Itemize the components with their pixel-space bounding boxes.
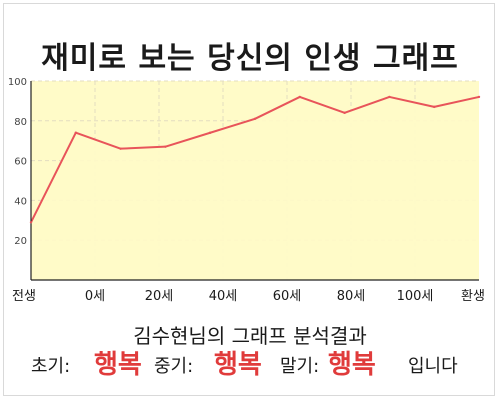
- data-point-1: [74, 131, 78, 134]
- verdict-suffix: 입니다: [408, 356, 458, 377]
- data-point-7: [343, 111, 346, 115]
- data-point-0: [29, 221, 33, 224]
- y-tick-label-3: 80: [14, 117, 27, 128]
- late-label: 말기:: [280, 356, 320, 377]
- data-point-2: [119, 147, 122, 150]
- y-tick-label-2: 60: [14, 157, 27, 168]
- data-point-8: [388, 95, 391, 99]
- verdict-row: 초기: 행복 중기: 행복 말기: 행복 입니다: [0, 346, 500, 382]
- chart-frame: [3, 3, 495, 396]
- x-tick-label-7: 환생: [461, 289, 485, 304]
- data-point-4: [209, 131, 212, 134]
- data-point-9: [433, 105, 436, 109]
- x-tick-label-4: 60세: [273, 289, 302, 304]
- y-tick-label-0: 20: [14, 236, 27, 247]
- data-point-6: [298, 95, 301, 99]
- area-fill: [31, 96, 479, 280]
- mid-value: 행복: [214, 350, 262, 380]
- y-tick-label-1: 40: [14, 196, 27, 207]
- x-tick-label-2: 20세: [145, 289, 174, 304]
- x-tick-label-3: 40세: [209, 289, 238, 304]
- data-point-5: [253, 117, 257, 121]
- early-label: 초기:: [31, 356, 71, 377]
- late-value: 행복: [328, 350, 376, 380]
- x-tick-label-0: 전생: [12, 289, 36, 304]
- x-tick-label-5: 80세: [337, 289, 366, 304]
- y-tick-label-4: 100: [8, 77, 27, 88]
- analysis-caption: 김수현님의 그래프 분석결과: [133, 324, 367, 348]
- early-value: 행복: [94, 350, 142, 380]
- x-tick-label-1: 0세: [85, 289, 105, 304]
- chart-title: 재미로 보는 당신의 인생 그래프: [41, 41, 459, 76]
- x-tick-label-6: 100세: [397, 289, 434, 304]
- axes: [30, 81, 479, 281]
- mid-label: 중기:: [154, 356, 194, 377]
- data-point-3: [164, 145, 167, 148]
- data-point-10: [477, 95, 481, 99]
- y-axis-ticks: 20 40 60 80 100: [8, 77, 27, 247]
- x-axis-ticks: 전생 0세 20세 40세 60세 80세 100세 환생: [12, 289, 485, 304]
